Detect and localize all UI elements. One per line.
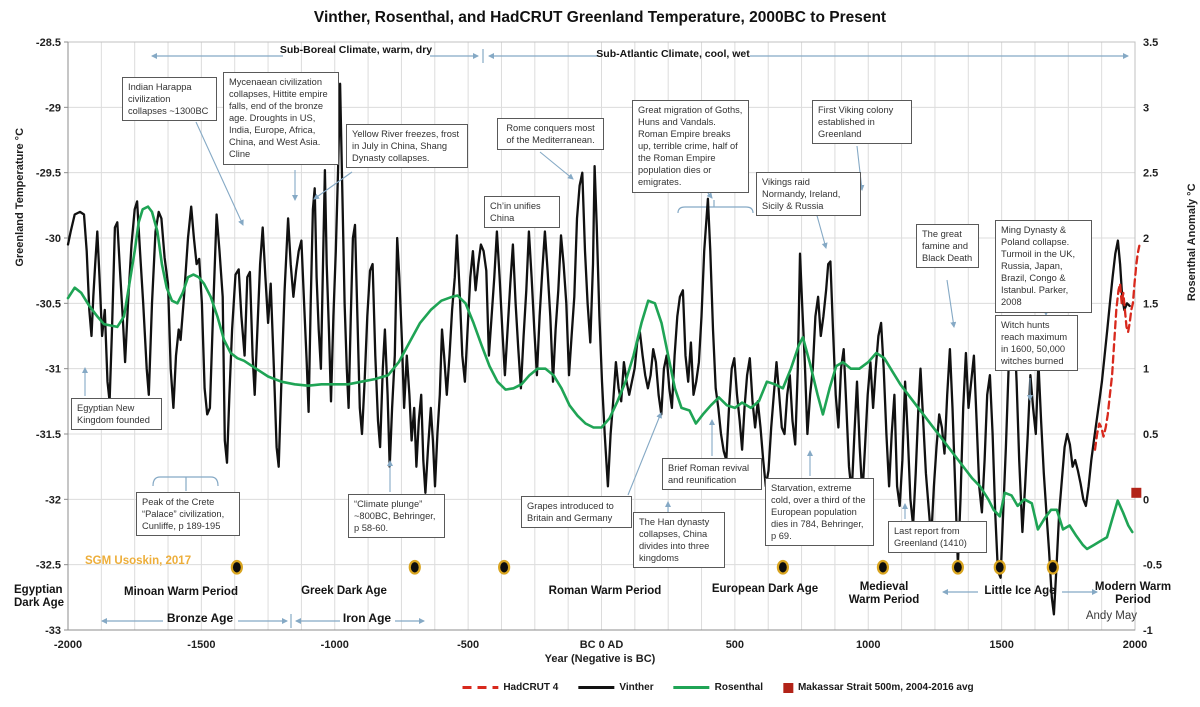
period-label-greek-dark-age: Greek Dark Age (301, 585, 387, 597)
crete-brace (152, 476, 219, 491)
right-tick-label: 3.5 (1143, 37, 1158, 49)
annotation-box-mycenaean: Mycenaean civilization collapses, Hittit… (223, 72, 339, 165)
annotation-box-viking-colony: First Viking colony established in Green… (812, 100, 912, 145)
annotation-box-yellow-river: Yellow River freezes, frost in July in C… (346, 124, 468, 169)
legend-item-vinther: Vinther (578, 682, 654, 693)
watermark-usoskin: SGM Usoskin, 2017 (85, 555, 192, 567)
right-tick-label: 2 (1143, 233, 1149, 245)
left-tick-label: -30.5 (36, 298, 61, 310)
x-tick-label: 1500 (989, 639, 1013, 651)
axis-tick-labels: -28.5 -29 -29.5 -30 -30.5 -31 -31.5 -32 -32.5 -33… (36, 37, 1162, 651)
annotation-box-great-migration: Great migration of Goths, Huns and Vanda… (632, 100, 749, 193)
annotation-box-brief-roman: Brief Roman revival and reunification (662, 458, 762, 491)
guide-arrows (101, 49, 1129, 628)
left-tick-label: -32 (45, 494, 61, 506)
left-tick-label: -30 (45, 233, 61, 245)
annotation-box-ming-dynasty: Ming Dynasty & Poland collapse. Turmoil … (995, 220, 1092, 313)
age-label-iron-age: Iron Age (342, 611, 392, 625)
annotation-box-vikings-raid: Vikings raid Normandy, Ireland, Sicily &… (756, 172, 861, 217)
series-rosenthal (66, 205, 1134, 551)
annotation-box-starvation: Starvation, extreme cold, over a third o… (765, 478, 874, 547)
right-tick-label: 3 (1143, 102, 1149, 114)
left-tick-label: -33 (45, 625, 61, 637)
hadcrut-dashed-line-swatch (462, 686, 499, 689)
series-hadcrut-4 (1093, 244, 1141, 451)
legend-label: HadCRUT 4 (503, 682, 559, 693)
legend: HadCRUT 4 Vinther Rosenthal Makassar Str… (462, 682, 974, 693)
left-tick-label: -32.5 (36, 560, 61, 572)
x-tick-label: -2000 (54, 639, 82, 651)
period-label-modern-warm-period: Modern Warm Period (1094, 581, 1172, 607)
annotation-box-harappa: Indian Harappa civilization collapses ~1… (122, 77, 217, 122)
right-tick-label: -1 (1143, 625, 1153, 637)
watermark-author: Andy May (1085, 610, 1137, 622)
right-tick-label: 0.5 (1143, 429, 1158, 441)
vinther-line-swatch (578, 686, 615, 689)
x-axis-title: Year (Negative is BC) (544, 653, 656, 665)
left-tick-label: -29 (45, 102, 61, 114)
legend-item-makassar: Makassar Strait 500m, 2004-2016 avg (782, 682, 974, 693)
legend-item-rosenthal: Rosenthal (673, 682, 763, 693)
left-tick-label: -29.5 (36, 168, 61, 180)
right-tick-label: 1 (1143, 364, 1149, 376)
right-tick-label: -0.5 (1143, 560, 1162, 572)
left-tick-label: -28.5 (36, 37, 61, 49)
right-tick-label: 2.5 (1143, 168, 1158, 180)
migration-brace (677, 200, 754, 214)
climate-label-sub-atlantic: Sub-Atlantic Climate, cool, wet (596, 48, 750, 60)
x-tick-label: BC 0 AD (580, 639, 624, 651)
x-tick-label: -1500 (187, 639, 215, 651)
annotation-box-grapes: Grapes introduced to Britain and Germany (521, 496, 632, 529)
annotation-box-egyptian-kingdom: Egyptian New Kingdom founded (71, 398, 162, 431)
period-label-roman-warm-period: Roman Warm Period (548, 585, 662, 597)
right-axis-title: Rosenthal Anomaly °C (1186, 183, 1198, 302)
period-label-minoan-warm-period: Minoan Warm Period (124, 586, 238, 598)
x-tick-label: 1000 (856, 639, 880, 651)
x-tick-label: -1000 (321, 639, 349, 651)
annotation-box-great-famine: The great famine and Black Death (916, 224, 979, 269)
makassar-square-swatch (782, 682, 793, 693)
rosenthal-line-swatch (673, 686, 710, 689)
legend-item-hadcrut: HadCRUT 4 (462, 682, 558, 693)
legend-label: Vinther (619, 682, 654, 693)
series-vinther (66, 82, 1131, 616)
period-label-european-dark-age: European Dark Age (711, 583, 819, 595)
age-label-bronze-age: Bronze Age (166, 611, 234, 625)
annotation-box-witch-hunts: Witch hunts reach maximum in 1600, 50,00… (995, 315, 1078, 372)
annotation-box-rome-conquers: Rome conquers most of the Mediterranean. (497, 118, 604, 151)
markers-square (1131, 487, 1142, 498)
chart-title: Vinther, Rosenthal, and HadCRUT Greenlan… (313, 9, 887, 26)
annotation-box-chin-unifies: Ch’in unifies China (484, 196, 560, 229)
annotation-box-han-dynasty: The Han dynasty collapses, China divides… (633, 512, 725, 569)
period-label-egyptian-dark-age: Egyptian Dark Age (14, 584, 65, 610)
x-tick-label: 2000 (1123, 639, 1147, 651)
x-tick-label: 500 (726, 639, 744, 651)
period-label-medieval-warm-period: Medieval Warm Period (848, 581, 920, 607)
period-label-little-ice-age: Little Ice Age (984, 585, 1056, 597)
right-tick-label: 0 (1143, 494, 1149, 506)
annotation-box-climate-plunge: “Climate plunge” ~800BC, Behringer, p 58… (348, 494, 445, 539)
markers-dot (230, 559, 1059, 575)
right-tick-label: 1.5 (1143, 298, 1158, 310)
legend-label: Makassar Strait 500m, 2004-2016 avg (797, 682, 974, 693)
left-tick-label: -31.5 (36, 429, 61, 441)
annotation-box-crete-palace: Peak of the Crete “Palace” civilization,… (136, 492, 240, 537)
left-tick-label: -31 (45, 364, 61, 376)
legend-label: Rosenthal (714, 682, 763, 693)
annotation-box-last-report: Last report from Greenland (1410) (888, 521, 987, 554)
x-tick-label: -500 (457, 639, 479, 651)
climate-label-sub-boreal: Sub-Boreal Climate, warm, dry (279, 44, 433, 56)
left-axis-title: Greenland Temperature °C (14, 127, 26, 267)
